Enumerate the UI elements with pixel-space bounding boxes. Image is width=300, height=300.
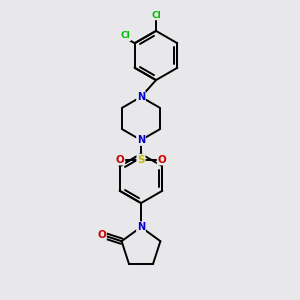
Text: S: S bbox=[137, 154, 145, 165]
Text: O: O bbox=[97, 230, 106, 240]
Text: N: N bbox=[137, 92, 145, 102]
Text: N: N bbox=[137, 135, 145, 145]
Text: Cl: Cl bbox=[121, 32, 130, 40]
Text: O: O bbox=[158, 154, 166, 165]
Text: N: N bbox=[137, 222, 145, 232]
Text: O: O bbox=[116, 154, 124, 165]
Text: Cl: Cl bbox=[151, 11, 161, 20]
